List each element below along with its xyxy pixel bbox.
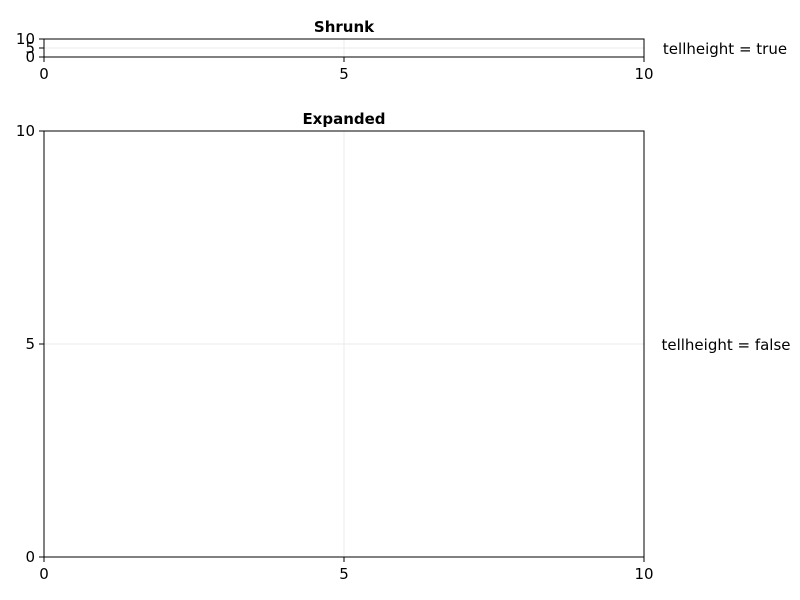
shrunk-y-tick-label: 10	[16, 30, 35, 48]
expanded-y-tick-label: 5	[25, 335, 35, 353]
shrunk-x-tick-label: 5	[339, 65, 349, 83]
expanded-ticks: 0 5 10 0 5 10	[16, 122, 654, 583]
expanded-side-label: tellheight = false	[661, 336, 790, 354]
shrunk-y-tick-label: 0	[25, 48, 35, 66]
shrunk-side-label: tellheight = true	[663, 40, 787, 58]
expanded-axis: Expanded 0 5 10 0 5 10 tellheight = false	[16, 110, 791, 583]
expanded-y-tick-label: 10	[16, 122, 35, 140]
expanded-x-tick-label: 5	[339, 565, 349, 583]
expanded-y-tick-label: 0	[25, 548, 35, 566]
shrunk-y-tick-label: 5	[25, 39, 35, 57]
shrunk-axis-title: Shrunk	[314, 18, 375, 36]
shrunk-x-tick-label: 10	[634, 65, 653, 83]
shrunk-x-tick-label: 0	[39, 65, 49, 83]
expanded-x-tick-label: 0	[39, 565, 49, 583]
expanded-axis-title: Expanded	[302, 110, 385, 128]
expanded-grid	[43, 130, 645, 558]
expanded-x-tick-label: 10	[634, 565, 653, 583]
shrunk-grid	[43, 38, 645, 58]
